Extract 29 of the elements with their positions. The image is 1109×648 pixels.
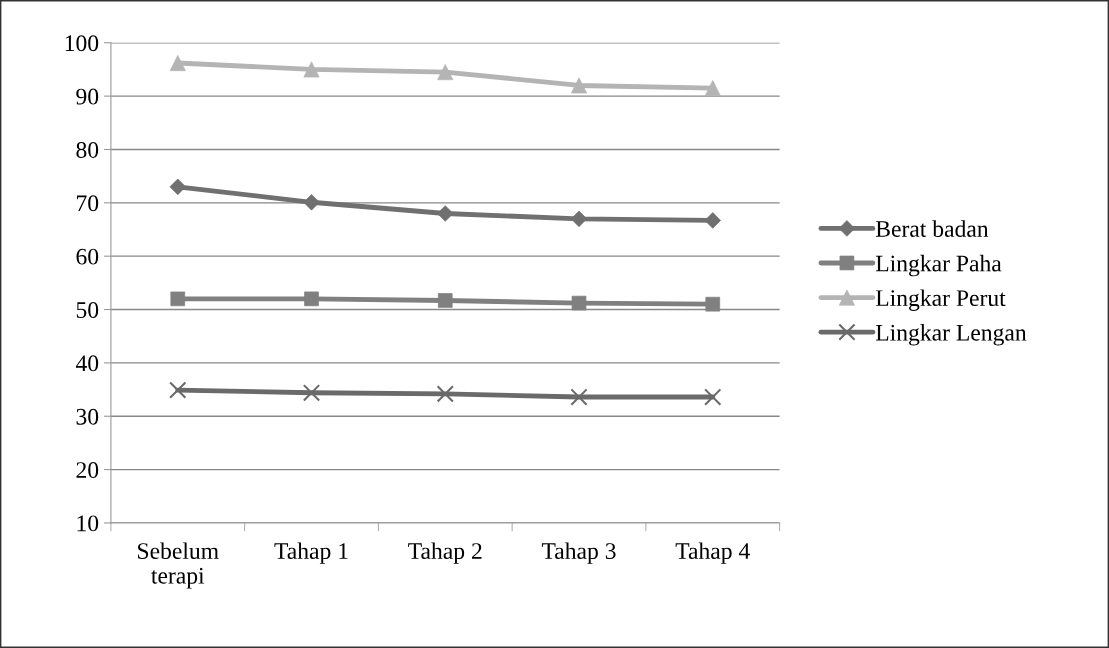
y-tick-label: 50	[76, 302, 99, 318]
y-tick-label: 100	[65, 35, 99, 52]
point	[704, 388, 722, 406]
legend-label: Lingkar Paha	[875, 254, 1002, 277]
y-tick-label: 60	[76, 248, 99, 265]
y-tick-label: 30	[76, 408, 99, 425]
y-tick-label: 20	[76, 462, 99, 479]
legend-label: Lingkar Perut	[875, 289, 1006, 311]
point	[571, 295, 587, 311]
y-tick-label: 40	[75, 355, 99, 372]
y-tick-label: 10	[77, 515, 99, 532]
x-tick-label: Sebelum terapi	[138, 542, 219, 589]
legend-label: Berat badan	[875, 220, 989, 237]
x-tick-label: Tahap 3	[541, 542, 616, 564]
x-tick-label: Tahap 4	[675, 542, 750, 564]
point	[302, 384, 321, 402]
x-tick-label: Tahap 1	[274, 542, 348, 564]
point	[570, 388, 588, 406]
y-tick-label: 90	[76, 88, 99, 105]
point	[169, 381, 187, 399]
point	[705, 296, 721, 312]
point	[436, 385, 454, 403]
legend-label: Lingkar Lengan	[875, 324, 1027, 346]
y-tick-label: 80	[76, 141, 99, 158]
point	[704, 80, 721, 97]
y-tick-label: 70	[77, 195, 99, 212]
x-tick-label: Tahap 2	[408, 542, 482, 564]
point	[303, 194, 320, 211]
point	[170, 291, 186, 307]
